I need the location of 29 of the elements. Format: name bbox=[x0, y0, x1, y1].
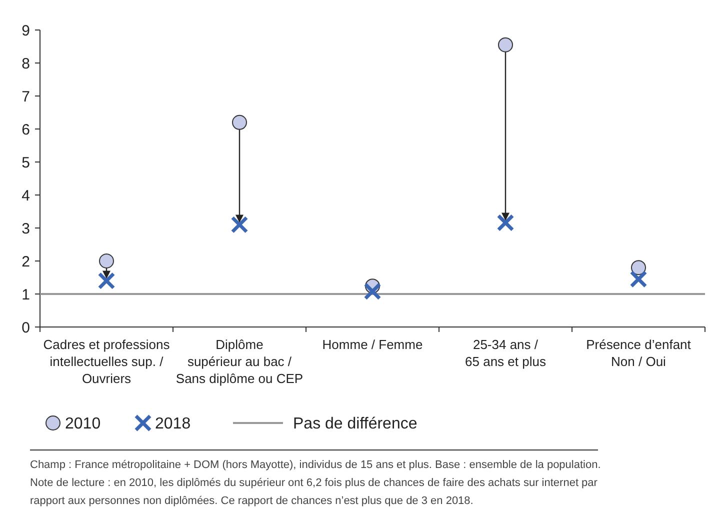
y-tick-label: 3 bbox=[22, 220, 30, 238]
point bbox=[98, 272, 116, 290]
y-tick-label: 8 bbox=[22, 55, 30, 72]
point bbox=[496, 214, 514, 232]
x-tick-label: Homme / Femme bbox=[322, 337, 423, 352]
y-tick-label: 2 bbox=[22, 253, 30, 270]
point bbox=[364, 282, 382, 300]
point bbox=[232, 114, 247, 130]
y-tick-label: 9 bbox=[22, 22, 30, 40]
text: Note de lecture : en 2010, les diplômés du supérieur ont 6,2 fois plus de chances de faire des achats sur internet par rapport aux personnes non diplômées. Ce rapport de chances n’est plus que de 3 en 2018. bbox=[30, 477, 598, 507]
x-tick-label: Diplôme supérieur au bac / Sans diplôme ou CEP bbox=[176, 337, 304, 386]
point bbox=[99, 254, 114, 268]
legend-label: 2018 bbox=[155, 416, 191, 433]
y-tick-label: 6 bbox=[22, 121, 30, 138]
y-tick-label: 7 bbox=[22, 88, 30, 106]
x-tick-label: Présence d’enfant Non / Oui bbox=[586, 337, 692, 369]
legend-label: 2010 bbox=[65, 416, 101, 433]
y-tick-label: 5 bbox=[22, 154, 30, 172]
text: Champ : France métropolitaine + DOM (hors Mayotte), individus de 15 ans et plus. Base : ensemble de la population. bbox=[30, 459, 601, 471]
point bbox=[230, 216, 248, 234]
x-tick-label: Cadres et professions intellectuelles sup. / Ouvriers bbox=[43, 337, 170, 386]
point bbox=[631, 260, 646, 276]
x-tick-label: 25-34 ans / 65 ans et plus bbox=[465, 337, 546, 369]
point bbox=[630, 270, 648, 288]
point bbox=[498, 37, 513, 52]
y-tick-label: 1 bbox=[22, 286, 30, 304]
legend-label: Pas de différence bbox=[293, 416, 418, 433]
y-tick-label: 0 bbox=[22, 319, 30, 336]
y-tick-label: 4 bbox=[22, 187, 30, 204]
